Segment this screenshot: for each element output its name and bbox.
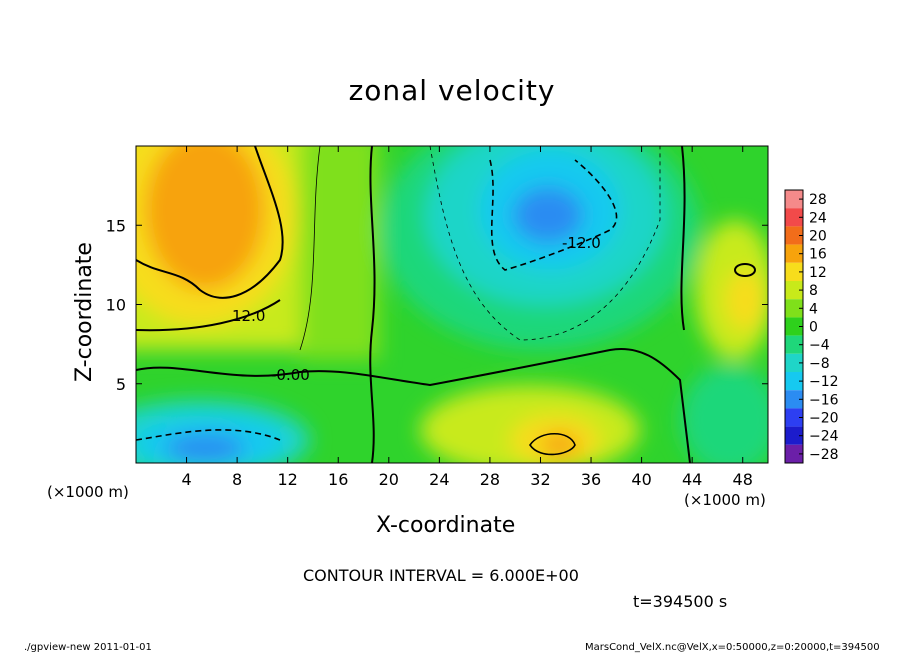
colorbar-swatch (785, 317, 803, 336)
footer-left: ./gpview-new 2011-01-01 (24, 642, 152, 653)
colorbar-label: −8 (809, 356, 830, 372)
x-tick-label: 16 (328, 470, 348, 489)
colorbar-label: −28 (809, 447, 839, 463)
colorbar-label: 16 (809, 247, 827, 263)
colorbar-label: 4 (809, 301, 818, 317)
x-axis-label: X-coordinate (376, 513, 516, 538)
colorbar-swatch (785, 353, 803, 372)
colorbar-label: −16 (809, 392, 839, 408)
colorbar-label: 8 (809, 283, 818, 299)
x-unit-label-left: (×1000 m) (47, 483, 129, 501)
colorbar-label: −12 (809, 374, 839, 390)
colorbar-swatch (785, 444, 803, 463)
contour-label: 12.0 (232, 307, 265, 325)
y-axis-label: Z-coordinate (72, 242, 97, 382)
colorbar-swatch (785, 335, 803, 354)
colorbar-swatch (785, 208, 803, 227)
colorbar-label: 28 (809, 192, 827, 208)
y-tick-label: 15 (106, 216, 126, 235)
x-unit-label-right: (×1000 m) (684, 491, 766, 509)
x-axis-ticks: 4 8 12 16 20 24 28 32 36 40 44 48 (181, 146, 753, 489)
time-label: t=394500 s (633, 592, 728, 611)
footer-right: MarsCond_VelX.nc@VelX,x=0:50000,z=0:2000… (585, 642, 880, 653)
colorbar: 28 24 20 16 12 8 4 0 −4 −8 −12 −16 −20 −24 −28 (784, 189, 839, 464)
colorbar-swatch (785, 244, 803, 263)
colorbar-swatch (785, 226, 803, 245)
x-tick-label: 28 (480, 470, 500, 489)
heatmap-field: 12.0 -0.00 -12.0 (136, 146, 768, 463)
contour-label: -0.00 (271, 366, 310, 384)
colorbar-swatch (785, 190, 803, 209)
y-axis-ticks: 5 10 15 (106, 216, 768, 394)
chart-title: zonal velocity (348, 74, 556, 107)
x-tick-label: 36 (581, 470, 601, 489)
contour-interval: CONTOUR INTERVAL = 6.000E+00 (303, 566, 579, 585)
colorbar-swatch (785, 390, 803, 409)
colorbar-label: 0 (809, 320, 818, 336)
colorbar-swatch (785, 281, 803, 300)
x-tick-label: 8 (232, 470, 242, 489)
contour-label: -12.0 (562, 234, 601, 252)
x-tick-label: 12 (278, 470, 298, 489)
x-tick-label: 44 (682, 470, 702, 489)
x-tick-label: 32 (530, 470, 550, 489)
colorbar-swatch (785, 299, 803, 318)
x-tick-label: 40 (631, 470, 651, 489)
colorbar-label: 12 (809, 265, 827, 281)
colorbar-label: 20 (809, 229, 827, 245)
colorbar-label: −24 (809, 429, 839, 445)
colorbar-swatch (785, 372, 803, 391)
x-tick-label: 48 (733, 470, 753, 489)
y-tick-label: 10 (106, 296, 126, 315)
colorbar-label: −4 (809, 338, 830, 354)
colorbar-swatch (785, 426, 803, 445)
y-tick-label: 5 (116, 375, 126, 394)
colorbar-label: −20 (809, 411, 839, 427)
colorbar-swatch (785, 408, 803, 427)
x-tick-label: 4 (181, 470, 191, 489)
colorbar-label: 24 (809, 210, 827, 226)
colorbar-swatch (785, 262, 803, 281)
x-tick-label: 20 (379, 470, 399, 489)
x-tick-label: 24 (429, 470, 449, 489)
